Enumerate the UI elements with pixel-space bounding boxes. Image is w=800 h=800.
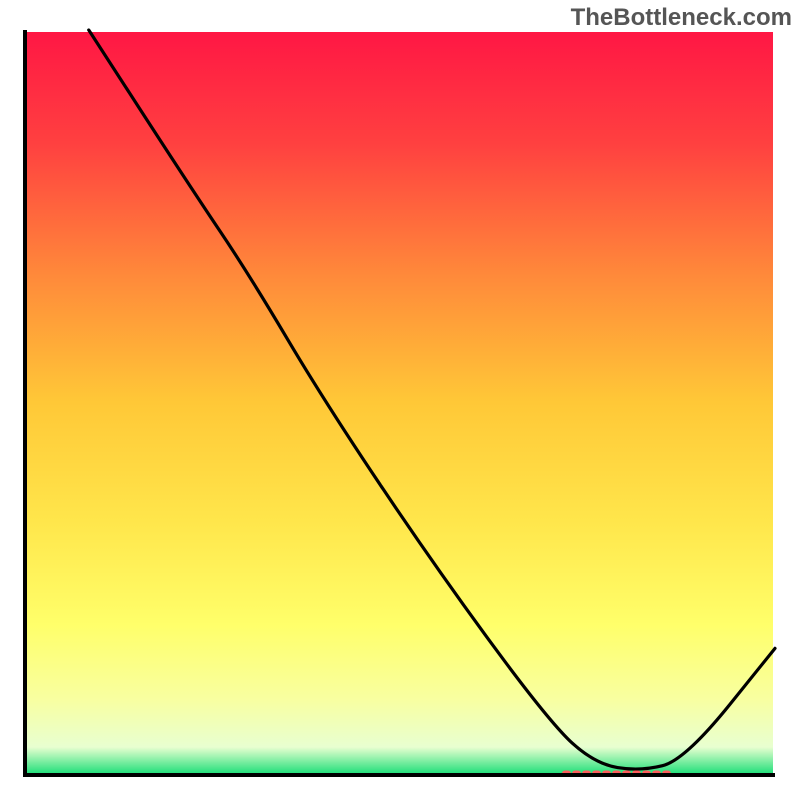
plot-background: [27, 32, 773, 773]
chart-container: TheBottleneck.com: [0, 0, 800, 800]
watermark-text: TheBottleneck.com: [571, 4, 792, 32]
chart-svg: [0, 0, 800, 800]
